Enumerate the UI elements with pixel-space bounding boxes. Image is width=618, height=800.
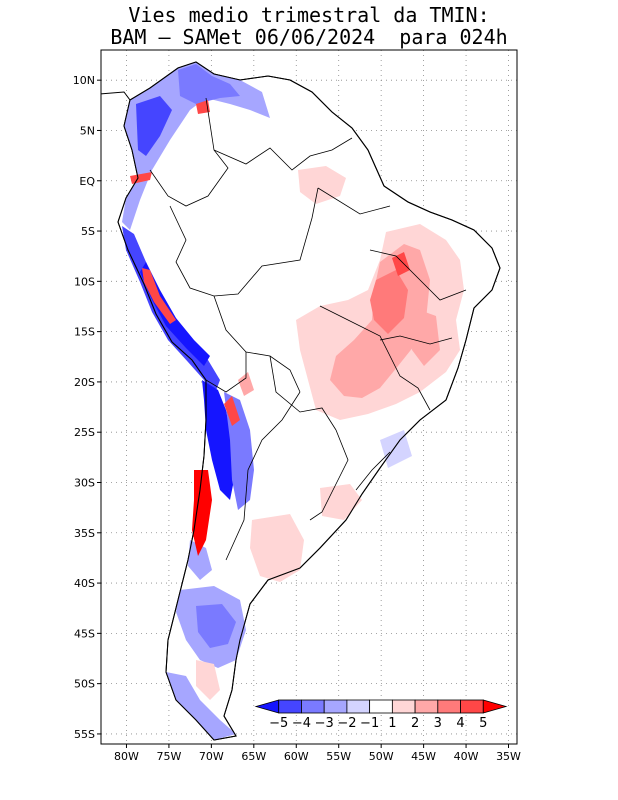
colorbar-bin	[301, 699, 325, 714]
lat-tick-label: 5S	[81, 225, 95, 238]
lon-tick-label: 60W	[284, 750, 309, 763]
lat-tick-label: 15S	[74, 326, 95, 339]
coastline	[117, 61, 501, 741]
colorbar-bin	[437, 699, 461, 714]
warm-bias-areas	[130, 100, 464, 700]
colorbar-bin	[414, 699, 439, 714]
colorbar-label: −5	[269, 716, 288, 731]
colorbar-label: −3	[315, 716, 334, 731]
colorbar-bin	[482, 699, 508, 714]
colorbar-bin	[346, 699, 371, 714]
colorbar-label: −4	[292, 716, 311, 731]
colorbar-label: 2	[411, 716, 419, 731]
colorbar-label: 5	[479, 716, 487, 731]
colorbar-label: 4	[456, 716, 464, 731]
country-borders	[149, 97, 467, 561]
lon-tick-label: 50W	[369, 750, 394, 763]
lon-tick-label: 80W	[114, 750, 139, 763]
lat-tick-label: 40S	[74, 577, 95, 590]
lon-tick-label: 75W	[156, 750, 181, 763]
lat-tick-label: 10S	[74, 275, 95, 288]
lat-tick-label: 20S	[74, 376, 95, 389]
cold-bias-areas	[122, 62, 414, 740]
colorbar-bin	[460, 699, 484, 714]
lat-tick-label: 10N	[73, 74, 95, 87]
colorbar-label: 3	[434, 716, 442, 731]
title-line-2: BAM – SAMet 06/06/2024 para 024h	[110, 25, 508, 49]
central-america-coast	[101, 91, 131, 101]
lat-tick-label: 35S	[74, 527, 95, 540]
colorbar-bin	[391, 699, 416, 714]
lon-tick-label: 70W	[199, 750, 224, 763]
colorbar-label: 1	[388, 716, 396, 731]
colorbar-label: −1	[360, 716, 379, 731]
map-title: Vies medio trimestral da TMIN: BAM – SAM…	[0, 4, 618, 48]
lat-tick-label: 5N	[80, 124, 95, 137]
lon-tick-label: 65W	[241, 750, 266, 763]
lon-tick-label: 35W	[496, 750, 521, 763]
colorbar-bin	[369, 699, 393, 714]
colorbar-label: −2	[337, 716, 356, 731]
colorbar: −5 −4 −3 −2 −1 1 2 3 4 5	[254, 699, 508, 731]
lat-tick-label: 30S	[74, 476, 95, 489]
lat-tick-label: 50S	[74, 678, 95, 691]
axis-ticks: 80W 75W 70W 65W 60W 55W 50W 45W 40W 35W 10N 5N EQ 5S 1…	[73, 74, 521, 763]
lon-tick-label: 40W	[454, 750, 479, 763]
lat-tick-label: 45S	[74, 627, 95, 640]
lat-tick-label: EQ	[79, 175, 95, 188]
lon-tick-label: 55W	[326, 750, 351, 763]
lon-tick-label: 45W	[411, 750, 436, 763]
lat-tick-label: 25S	[74, 426, 95, 439]
colorbar-bin	[278, 699, 302, 714]
colorbar-bin	[323, 699, 348, 714]
map-frame	[100, 49, 518, 745]
title-line-1: Vies medio trimestral da TMIN:	[128, 3, 490, 27]
lat-tick-label: 55S	[74, 728, 95, 741]
